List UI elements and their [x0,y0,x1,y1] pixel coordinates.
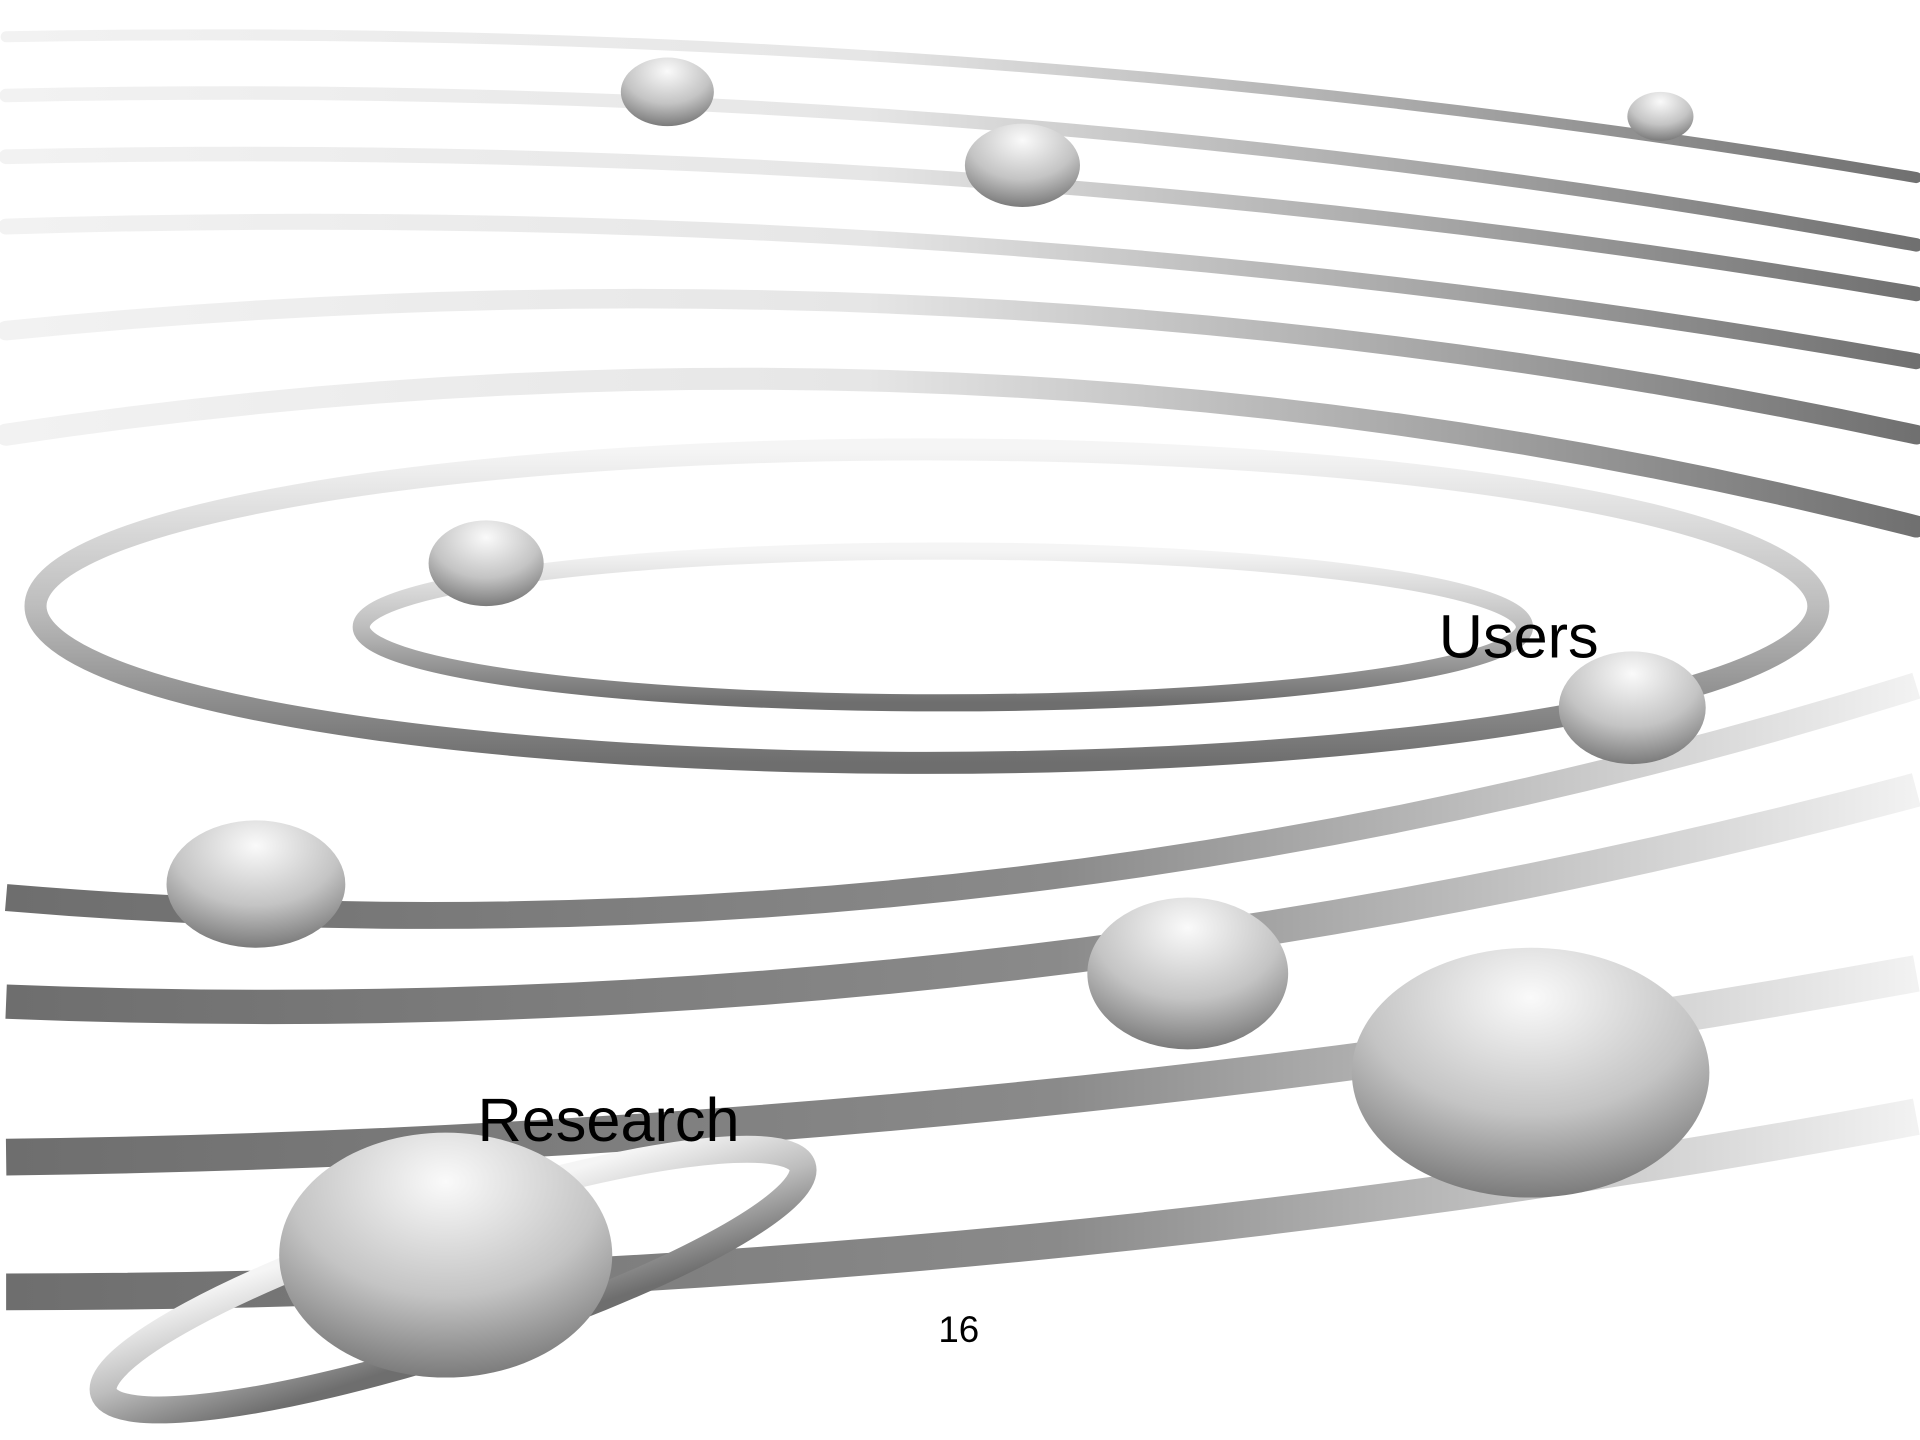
planet [429,520,544,606]
label: Research [478,1086,740,1154]
planet [167,820,346,947]
page: Users Research 16 (() => { const data = … [0,0,1920,1440]
slide: Users Research 16 [0,0,1920,1440]
planet [1627,92,1693,141]
planet [1352,948,1710,1198]
planet [965,124,1080,207]
planet [1087,898,1288,1050]
label: Users [1439,603,1599,671]
planet [621,58,714,127]
page-number: 16 [938,1309,979,1350]
planets [83,58,1710,1440]
planet [279,1133,612,1378]
